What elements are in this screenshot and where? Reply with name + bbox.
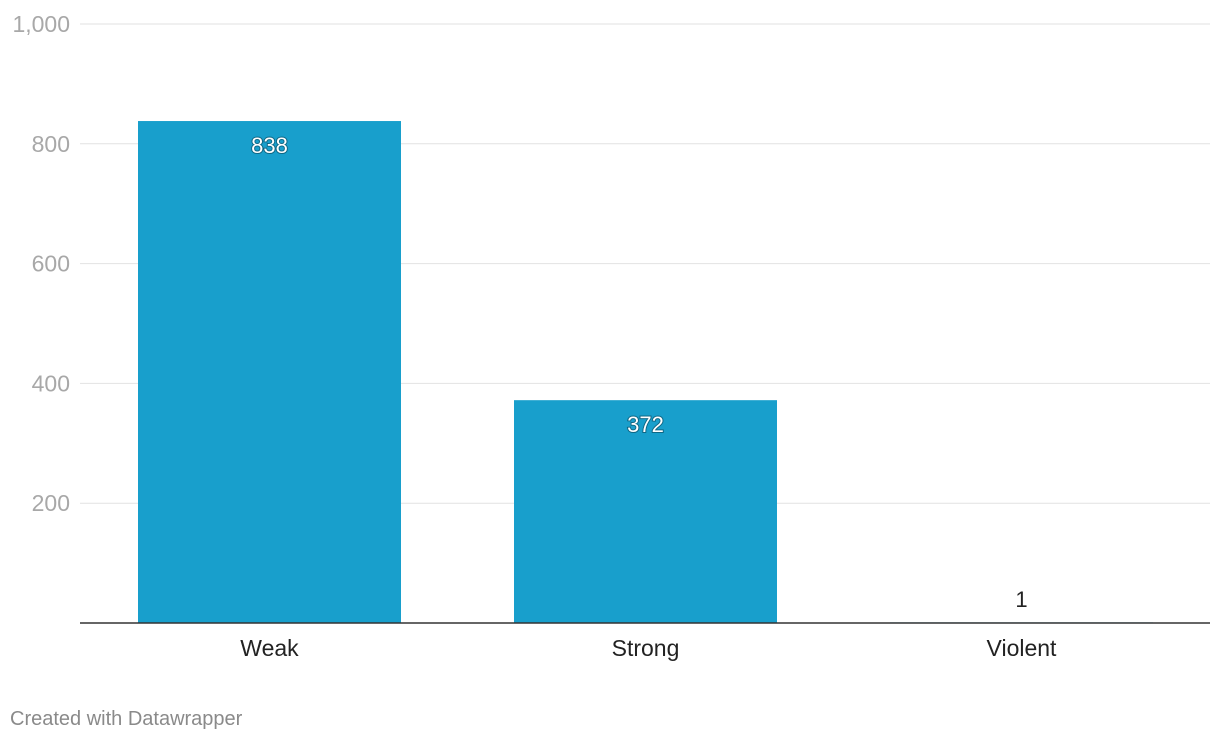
y-tick-label: 200 [32,490,70,516]
value-labels: 838 372 1 [250,132,1027,612]
y-tick-label: 400 [32,370,70,396]
value-label-violent: 1 [1015,587,1027,612]
x-axis-categories: Weak Strong Violent [240,635,1057,661]
y-tick-label: 600 [32,251,70,277]
category-label-weak: Weak [240,635,299,661]
datawrapper-credit: Created with Datawrapper [10,708,243,730]
bar-strong [514,400,777,623]
category-label-violent: Violent [987,635,1058,661]
bar-weak [138,121,401,624]
bar-chart: 200 400 600 800 1,000 838 372 1 Weak Strong Viol… [12,11,1210,661]
value-label-strong: 372 [627,412,664,437]
value-label-weak: 838 [251,133,288,158]
category-label-strong: Strong [612,635,680,661]
y-axis-ticks: 200 400 600 800 1,000 [12,11,70,516]
y-tick-label: 800 [32,131,70,157]
bars [138,121,1153,624]
y-tick-label: 1,000 [12,11,70,37]
